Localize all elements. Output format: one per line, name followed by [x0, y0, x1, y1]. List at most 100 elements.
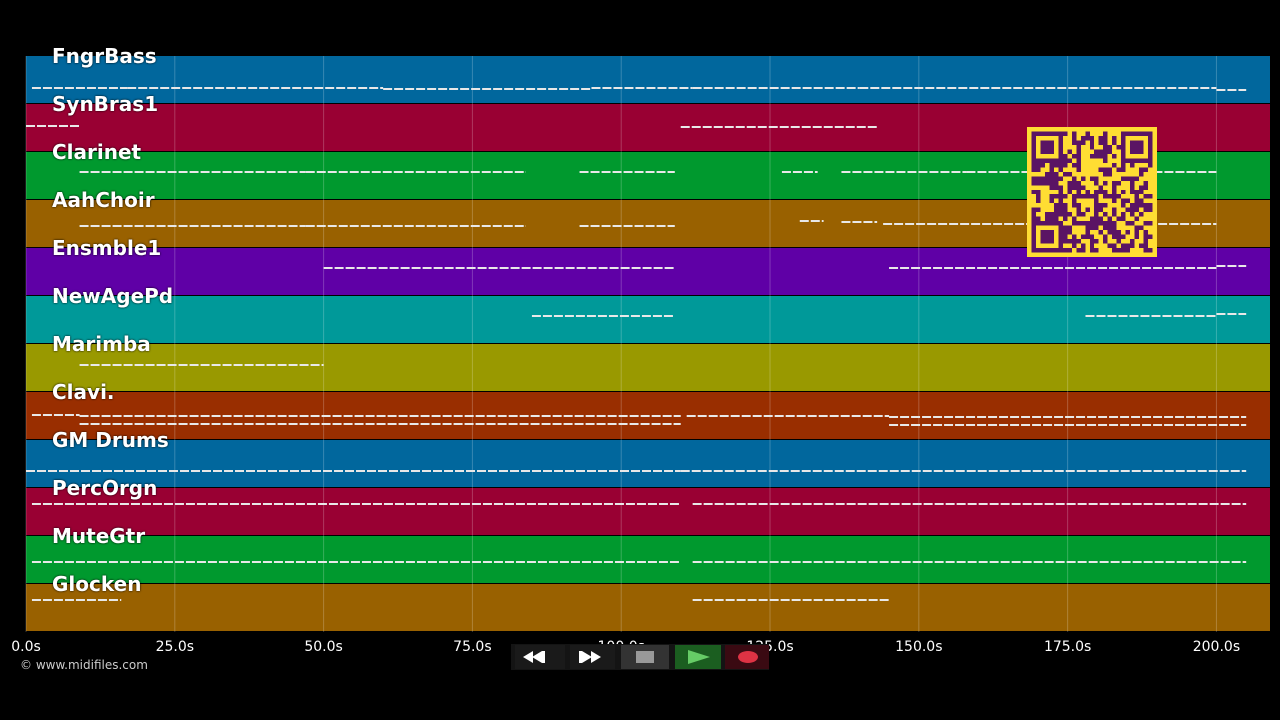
track-label: GM Drums [52, 428, 169, 452]
qr-module [1107, 225, 1113, 231]
qr-module [1094, 248, 1099, 253]
qr-module [1103, 171, 1108, 177]
qr-module [1116, 216, 1122, 222]
qr-module [1053, 176, 1059, 181]
qr-module [1103, 144, 1108, 150]
qr-code[interactable] [1027, 127, 1157, 257]
qr-module [1116, 239, 1122, 244]
qr-module [1076, 239, 1081, 244]
track-lane [26, 536, 1270, 583]
qr-module [1071, 216, 1077, 222]
qr-module [1089, 225, 1095, 231]
qr-module [1139, 243, 1144, 249]
qr-module [1044, 171, 1050, 177]
qr-module [1094, 203, 1099, 208]
qr-module [1094, 225, 1099, 231]
qr-module [1103, 221, 1108, 226]
qr-module [1053, 185, 1059, 190]
qr-module [1076, 207, 1081, 213]
qr-module [1107, 221, 1113, 226]
qr-module [1112, 243, 1117, 249]
qr-module [1089, 194, 1095, 199]
qr-module [1089, 221, 1095, 226]
qr-module [1103, 239, 1108, 244]
qr-module [1085, 230, 1090, 235]
qr-module [1134, 176, 1140, 181]
qr-module [1062, 171, 1068, 177]
qr-module [1139, 225, 1144, 231]
qr-module [1103, 225, 1108, 231]
track-label: NewAgePd [52, 284, 174, 308]
qr-module [1076, 153, 1081, 159]
qr-module [1112, 153, 1117, 159]
qr-module [1067, 189, 1072, 195]
qr-module [1130, 243, 1135, 249]
record-button[interactable] [725, 645, 769, 669]
qr-module [1040, 180, 1045, 186]
qr-module [1049, 176, 1054, 181]
qr-module [1143, 248, 1149, 253]
qr-module [1085, 135, 1090, 141]
qr-module [1067, 185, 1072, 190]
qr-module [1058, 212, 1063, 217]
qr-module [1112, 194, 1117, 199]
qr-module [1076, 203, 1081, 208]
qr-module [1044, 176, 1050, 181]
qr-module [1058, 194, 1063, 199]
qr-module [1035, 167, 1041, 172]
track-lane [26, 56, 1270, 103]
qr-finder-center [1040, 140, 1054, 154]
qr-module [1143, 230, 1149, 235]
qr-module [1067, 158, 1072, 163]
play-button[interactable] [675, 645, 721, 669]
qr-module [1139, 171, 1144, 177]
transport-controls [511, 644, 769, 670]
track-lane [26, 296, 1270, 343]
qr-module [1139, 203, 1144, 208]
note-events [26, 87, 1247, 601]
qr-module [1103, 135, 1108, 141]
qr-module [1121, 203, 1126, 208]
qr-module [1031, 207, 1036, 213]
qr-module [1116, 144, 1122, 150]
qr-module [1076, 189, 1081, 195]
stop-icon [636, 651, 654, 663]
qr-module [1098, 149, 1104, 154]
qr-module [1085, 207, 1090, 213]
qr-module [1143, 167, 1149, 172]
qr-module [1058, 189, 1063, 195]
tick-label: 50.0s [304, 639, 343, 655]
qr-module [1098, 230, 1104, 235]
qr-module [1067, 230, 1072, 235]
qr-module [1139, 198, 1144, 204]
qr-module [1130, 176, 1135, 181]
qr-module [1071, 203, 1077, 208]
qr-module [1121, 189, 1126, 195]
qr-module [1058, 207, 1063, 213]
qr-module [1076, 180, 1081, 186]
stop-button[interactable] [621, 645, 669, 669]
qr-module [1107, 144, 1113, 150]
qr-module [1094, 153, 1099, 159]
qr-module [1076, 185, 1081, 190]
qr-module [1098, 167, 1104, 172]
qr-module [1040, 176, 1045, 181]
qr-module [1040, 162, 1045, 168]
qr-module [1035, 189, 1041, 195]
fast-forward-button[interactable] [570, 645, 615, 669]
qr-module [1112, 198, 1117, 204]
qr-module [1098, 153, 1104, 159]
qr-module [1076, 162, 1081, 168]
qr-module [1062, 216, 1068, 222]
qr-module [1085, 131, 1090, 136]
qr-module [1035, 194, 1041, 199]
rewind-button[interactable] [515, 645, 565, 669]
qr-module [1098, 185, 1104, 190]
track-lane [26, 440, 1270, 487]
qr-module [1053, 162, 1059, 168]
qr-module [1103, 167, 1108, 172]
qr-module [1067, 212, 1072, 217]
qr-module [1143, 203, 1149, 208]
qr-module [1112, 225, 1117, 231]
